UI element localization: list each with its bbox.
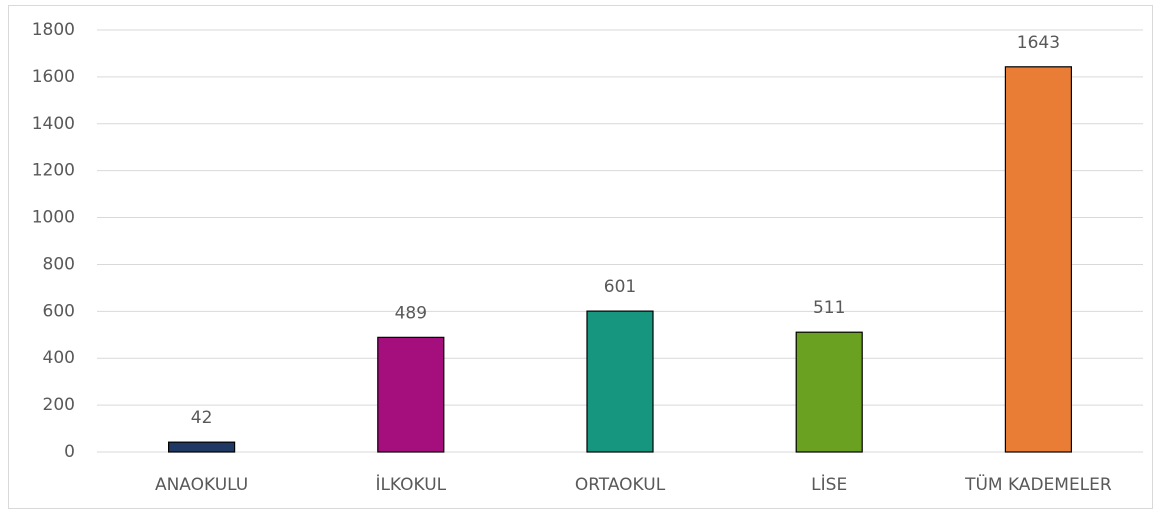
x-tick-label: İLKOKUL xyxy=(375,474,446,495)
data-label: 601 xyxy=(604,277,636,297)
x-tick-label: LİSE xyxy=(811,474,847,495)
bar xyxy=(795,331,863,453)
x-tick-label: ANAOKULU xyxy=(155,475,248,495)
bar xyxy=(1004,66,1073,453)
x-tick-label: ORTAOKUL xyxy=(575,475,666,495)
y-tick-label: 1200 xyxy=(32,161,75,181)
y-tick-label: 200 xyxy=(43,395,75,415)
bar xyxy=(168,441,236,453)
y-tick-label: 0 xyxy=(64,442,75,462)
y-tick-label: 1400 xyxy=(32,114,75,134)
bar xyxy=(586,310,654,453)
x-tick-label: TÜM KADEMELER xyxy=(964,473,1112,495)
y-tick-label: 1000 xyxy=(32,208,75,228)
chart-border xyxy=(8,5,1153,509)
y-tick-label: 800 xyxy=(43,254,75,274)
data-label: 511 xyxy=(813,298,845,318)
y-tick-label: 400 xyxy=(43,348,75,368)
data-label: 489 xyxy=(395,303,427,323)
data-label: 42 xyxy=(191,408,213,428)
data-label: 1643 xyxy=(1017,33,1060,53)
y-tick-label: 600 xyxy=(43,301,75,321)
y-tick-label: 1800 xyxy=(32,20,75,40)
y-tick-label: 1600 xyxy=(32,67,75,87)
bar xyxy=(377,336,445,453)
